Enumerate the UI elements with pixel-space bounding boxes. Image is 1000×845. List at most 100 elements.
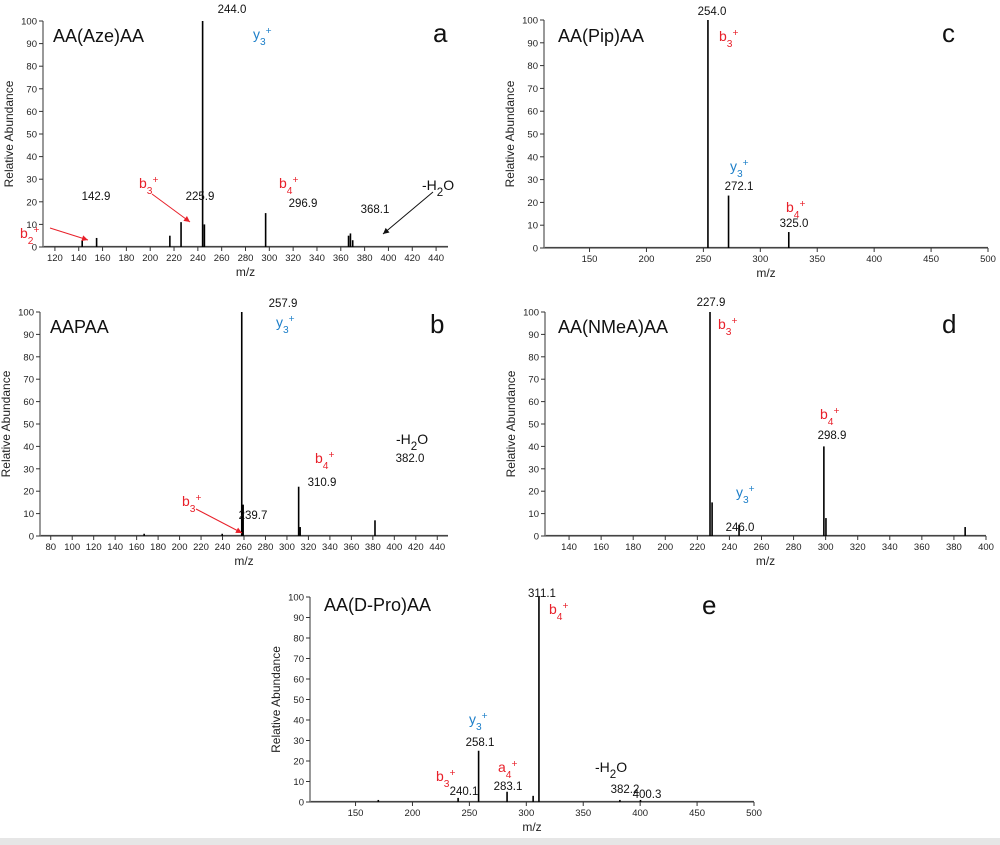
annotation-arrow [49, 227, 89, 241]
ion-label: b3+ [182, 493, 201, 515]
peak-mz-label: 382.0 [396, 453, 425, 465]
peak-mz-label: 400.3 [633, 789, 662, 801]
y-tick-label: 20 [293, 757, 304, 768]
y-tick-label: 0 [32, 243, 37, 254]
x-tick-label: 300 [518, 808, 534, 819]
x-tick-label: 120 [86, 542, 102, 553]
x-tick-label: 400 [866, 254, 882, 265]
peak-mz-label: 272.1 [725, 181, 754, 193]
x-tick-label: 180 [625, 542, 641, 553]
x-tick-label: 320 [285, 253, 301, 264]
x-tick-label: 240 [721, 542, 737, 553]
spectrum-panel-a: 0 10 20 30 40 50 60 70 80 90 100 120 140 160 180 200 220… [2, 4, 454, 279]
y-tick-label: 0 [299, 798, 304, 809]
y-tick-label: 20 [23, 487, 34, 498]
x-tick-label: 380 [365, 542, 381, 553]
ion-label: b3+ [139, 175, 158, 197]
y-tick-label: 0 [534, 532, 539, 543]
x-tick-label: 500 [980, 254, 996, 265]
y-tick-label: 10 [23, 509, 34, 520]
x-tick-label: 160 [593, 542, 609, 553]
y-axis-label: Relative Abundance [0, 370, 13, 477]
annotation-arrow [151, 193, 191, 223]
y-tick-label: 70 [527, 84, 538, 95]
y-tick-label: 80 [528, 352, 539, 363]
y-tick-label: 60 [527, 107, 538, 118]
y-tick-label: 100 [523, 308, 539, 319]
y-tick-label: 70 [293, 654, 304, 665]
spectrum-title: AA(D-Pro)AA [324, 595, 431, 615]
x-tick-label: 260 [214, 253, 230, 264]
x-tick-label: 300 [261, 253, 277, 264]
x-tick-label: 240 [190, 253, 206, 264]
y-tick-label: 70 [23, 375, 34, 386]
x-tick-label: 500 [746, 808, 762, 819]
peak-mz-label: 310.9 [308, 477, 337, 489]
x-tick-label: 340 [309, 253, 325, 264]
y-tick-label: 90 [527, 38, 538, 49]
x-tick-label: 320 [850, 542, 866, 553]
y-axis-label: Relative Abundance [503, 80, 517, 187]
y-tick-label: 100 [288, 593, 304, 604]
y-tick-label: 80 [527, 61, 538, 72]
y-tick-label: 90 [293, 613, 304, 624]
spectrum-title: AA(Aze)AA [53, 26, 144, 46]
x-tick-label: 220 [689, 542, 705, 553]
x-tick-label: 150 [582, 254, 598, 265]
x-tick-label: 200 [172, 542, 188, 553]
panel-letter: a [433, 18, 448, 48]
x-axis-label: m/z [234, 554, 253, 568]
x-tick-label: 350 [575, 808, 591, 819]
y-tick-label: 100 [18, 308, 34, 319]
x-tick-label: 200 [142, 253, 158, 264]
y-tick-label: 50 [528, 420, 539, 431]
ion-label: y3+ [736, 484, 755, 506]
ion-label: -H2O [595, 759, 627, 781]
y-tick-label: 90 [23, 330, 34, 341]
panel-letter: d [942, 309, 956, 339]
peak-mz-label: 382.2 [611, 784, 640, 796]
ion-label: a4+ [498, 759, 517, 781]
x-tick-label: 100 [64, 542, 80, 553]
y-tick-label: 40 [527, 152, 538, 163]
y-tick-label: 80 [23, 352, 34, 363]
y-tick-label: 40 [528, 442, 539, 453]
y-tick-label: 30 [528, 464, 539, 475]
y-tick-label: 10 [293, 777, 304, 788]
peak-mz-label: 311.1 [528, 588, 556, 600]
peak-mz-label: 239.7 [239, 510, 268, 522]
y-tick-label: 90 [26, 39, 37, 50]
y-tick-label: 40 [26, 152, 37, 163]
peak-mz-label: 325.0 [780, 218, 809, 230]
x-tick-label: 80 [45, 542, 56, 553]
panel-letter: e [702, 590, 716, 620]
y-tick-label: 70 [528, 375, 539, 386]
y-tick-label: 0 [533, 244, 538, 255]
y-axis-label: Relative Abundance [2, 80, 16, 187]
spectrum-panel-b: 0 10 20 30 40 50 60 70 80 90 100 80 100 120 140 160 180 2… [0, 298, 448, 568]
peak-mz-label: 142.9 [82, 191, 111, 203]
y-axis-label: Relative Abundance [269, 646, 283, 753]
x-tick-label: 380 [946, 542, 962, 553]
x-tick-label: 240 [215, 542, 231, 553]
ion-label: b3+ [719, 28, 738, 50]
ion-label: y3+ [469, 711, 488, 733]
x-tick-label: 160 [95, 253, 111, 264]
x-tick-label: 440 [429, 542, 445, 553]
spectrum-panel-e: 0 10 20 30 40 50 60 70 80 90 100 150 200 250 300 350 400… [269, 588, 762, 834]
x-tick-label: 400 [632, 808, 648, 819]
peak-mz-label: 368.1 [361, 204, 390, 216]
y-tick-label: 30 [26, 175, 37, 186]
y-tick-label: 60 [293, 675, 304, 686]
x-tick-label: 160 [129, 542, 145, 553]
arrow-head [183, 216, 190, 222]
x-tick-label: 120 [47, 253, 63, 264]
x-tick-label: 400 [381, 253, 397, 264]
annotation-arrow [195, 508, 243, 534]
y-tick-label: 50 [293, 695, 304, 706]
ion-label: b4+ [820, 406, 839, 428]
ion-label: b4+ [315, 450, 334, 472]
x-tick-label: 450 [923, 254, 939, 265]
y-tick-label: 40 [23, 442, 34, 453]
annotation-arrow [382, 191, 434, 235]
